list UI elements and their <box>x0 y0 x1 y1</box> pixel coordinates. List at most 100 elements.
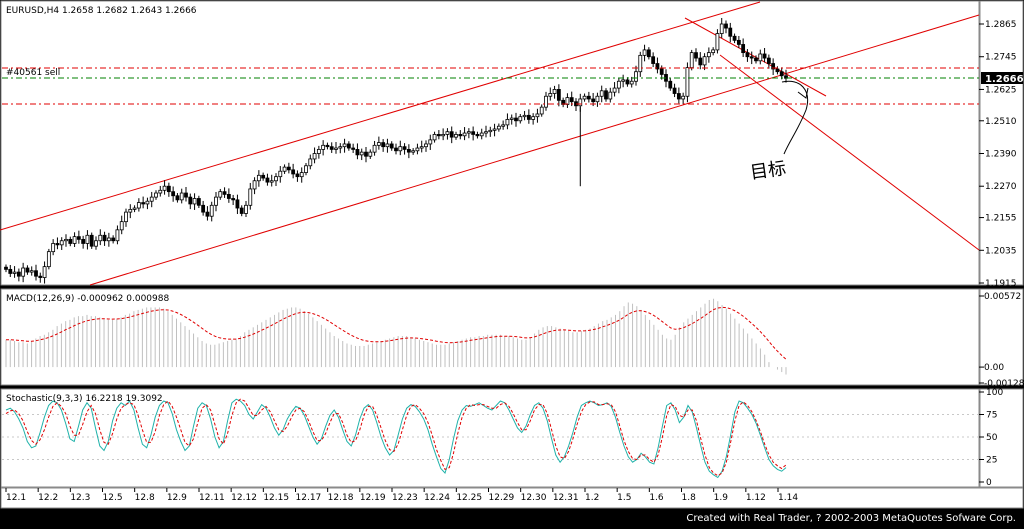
candle-body <box>209 204 214 217</box>
price-panel <box>0 0 980 286</box>
candle-body <box>256 174 261 182</box>
candle-body <box>85 234 90 244</box>
candle-body <box>569 97 574 103</box>
candle-body <box>518 116 523 122</box>
time-tick-label: 12.8 <box>135 493 155 503</box>
candle-body <box>334 147 338 150</box>
candle-body <box>162 185 167 191</box>
candle-body <box>4 266 8 270</box>
time-tick-label: 12.11 <box>199 493 225 503</box>
candle-body <box>522 114 527 118</box>
candle-body <box>505 119 510 126</box>
candle-body <box>25 267 30 273</box>
candle-body <box>154 192 158 198</box>
candle-body <box>732 35 737 41</box>
candle-body <box>556 89 561 101</box>
candle-body <box>466 131 471 134</box>
candle-body <box>454 134 458 138</box>
candle-body <box>231 198 236 201</box>
footer-text: Created with Real Trader, ? 2002-2003 Me… <box>686 513 1016 524</box>
stoch-tick-label: 75 <box>986 411 997 421</box>
time-tick-label: 12.9 <box>167 493 187 503</box>
candle-body <box>55 243 60 246</box>
candle-body <box>94 240 98 247</box>
candle-body <box>471 131 476 135</box>
horizontal-lines <box>2 67 979 105</box>
candle-body <box>509 117 514 120</box>
candle-body <box>715 33 720 51</box>
candle-body <box>308 158 313 167</box>
candle-body <box>299 172 304 178</box>
candle-body <box>539 106 544 115</box>
candle-body <box>179 192 184 201</box>
candle-body <box>754 57 758 62</box>
time-tick-label: 12.30 <box>521 493 547 503</box>
candle-body <box>668 80 673 89</box>
time-tick-label: 1.2 <box>585 493 599 503</box>
candle-body <box>16 271 21 277</box>
candle-body <box>329 146 334 150</box>
candle-body <box>38 275 43 278</box>
time-tick-label: 1.6 <box>649 493 664 503</box>
candle-body <box>106 237 111 242</box>
candle-body <box>124 211 128 223</box>
candle-body <box>102 234 107 242</box>
candle-body <box>655 63 660 70</box>
candle-body <box>278 170 283 178</box>
annotation-arrow <box>781 80 808 155</box>
candle-body <box>492 128 497 131</box>
candle-body <box>141 202 146 205</box>
candle-body <box>192 198 197 205</box>
candle-body <box>419 146 424 149</box>
candle-body <box>779 71 784 77</box>
candle-body <box>346 143 351 149</box>
price-tick-label: 1.2865 <box>985 20 1017 30</box>
candle-body <box>42 266 47 278</box>
candlestick-series <box>4 18 788 284</box>
candle-body <box>625 79 630 85</box>
candle-body <box>171 191 176 197</box>
price-grid <box>979 23 984 284</box>
candle-body <box>608 91 613 100</box>
price-tick-label: 1.2035 <box>985 246 1017 256</box>
time-tick-label: 12.12 <box>231 493 257 503</box>
time-tick-label: 12.23 <box>392 493 418 503</box>
macd-tick-labels: 0.00572 0.00 -0.00128 <box>979 292 1024 389</box>
time-axis-panel <box>0 487 1024 509</box>
candle-body <box>145 200 150 205</box>
candle-body <box>304 165 308 173</box>
candle-body <box>98 234 103 242</box>
candle-body <box>188 196 193 205</box>
candle-body <box>479 132 484 137</box>
candle-body <box>385 143 390 148</box>
candle-body <box>514 117 518 122</box>
candle-body <box>719 23 724 34</box>
candle-body <box>771 63 776 70</box>
candle-body <box>689 52 694 69</box>
candle-body <box>676 93 681 100</box>
time-tick-label: 12.17 <box>296 493 322 503</box>
current-price-box <box>981 72 1023 84</box>
candle-body <box>29 270 34 273</box>
candle-body <box>706 52 711 58</box>
candle-body <box>488 129 493 133</box>
candle-body <box>149 196 154 202</box>
candle-body <box>565 97 570 105</box>
price-tick-label: 1.2390 <box>985 150 1017 160</box>
candle-body <box>21 267 26 277</box>
candle-body <box>119 221 124 231</box>
macd-signal-line <box>6 306 787 360</box>
candle-body <box>76 236 81 240</box>
candle-body <box>548 93 553 97</box>
candle-body <box>736 39 741 45</box>
handwritten-annotation <box>781 80 809 155</box>
candle-body <box>526 114 531 120</box>
candle-body <box>436 134 441 137</box>
macd-histogram <box>5 298 787 375</box>
candle-body <box>68 238 73 244</box>
time-tick-label: 12.1 <box>6 493 26 503</box>
candle-body <box>415 147 420 152</box>
candle-body <box>402 146 407 150</box>
